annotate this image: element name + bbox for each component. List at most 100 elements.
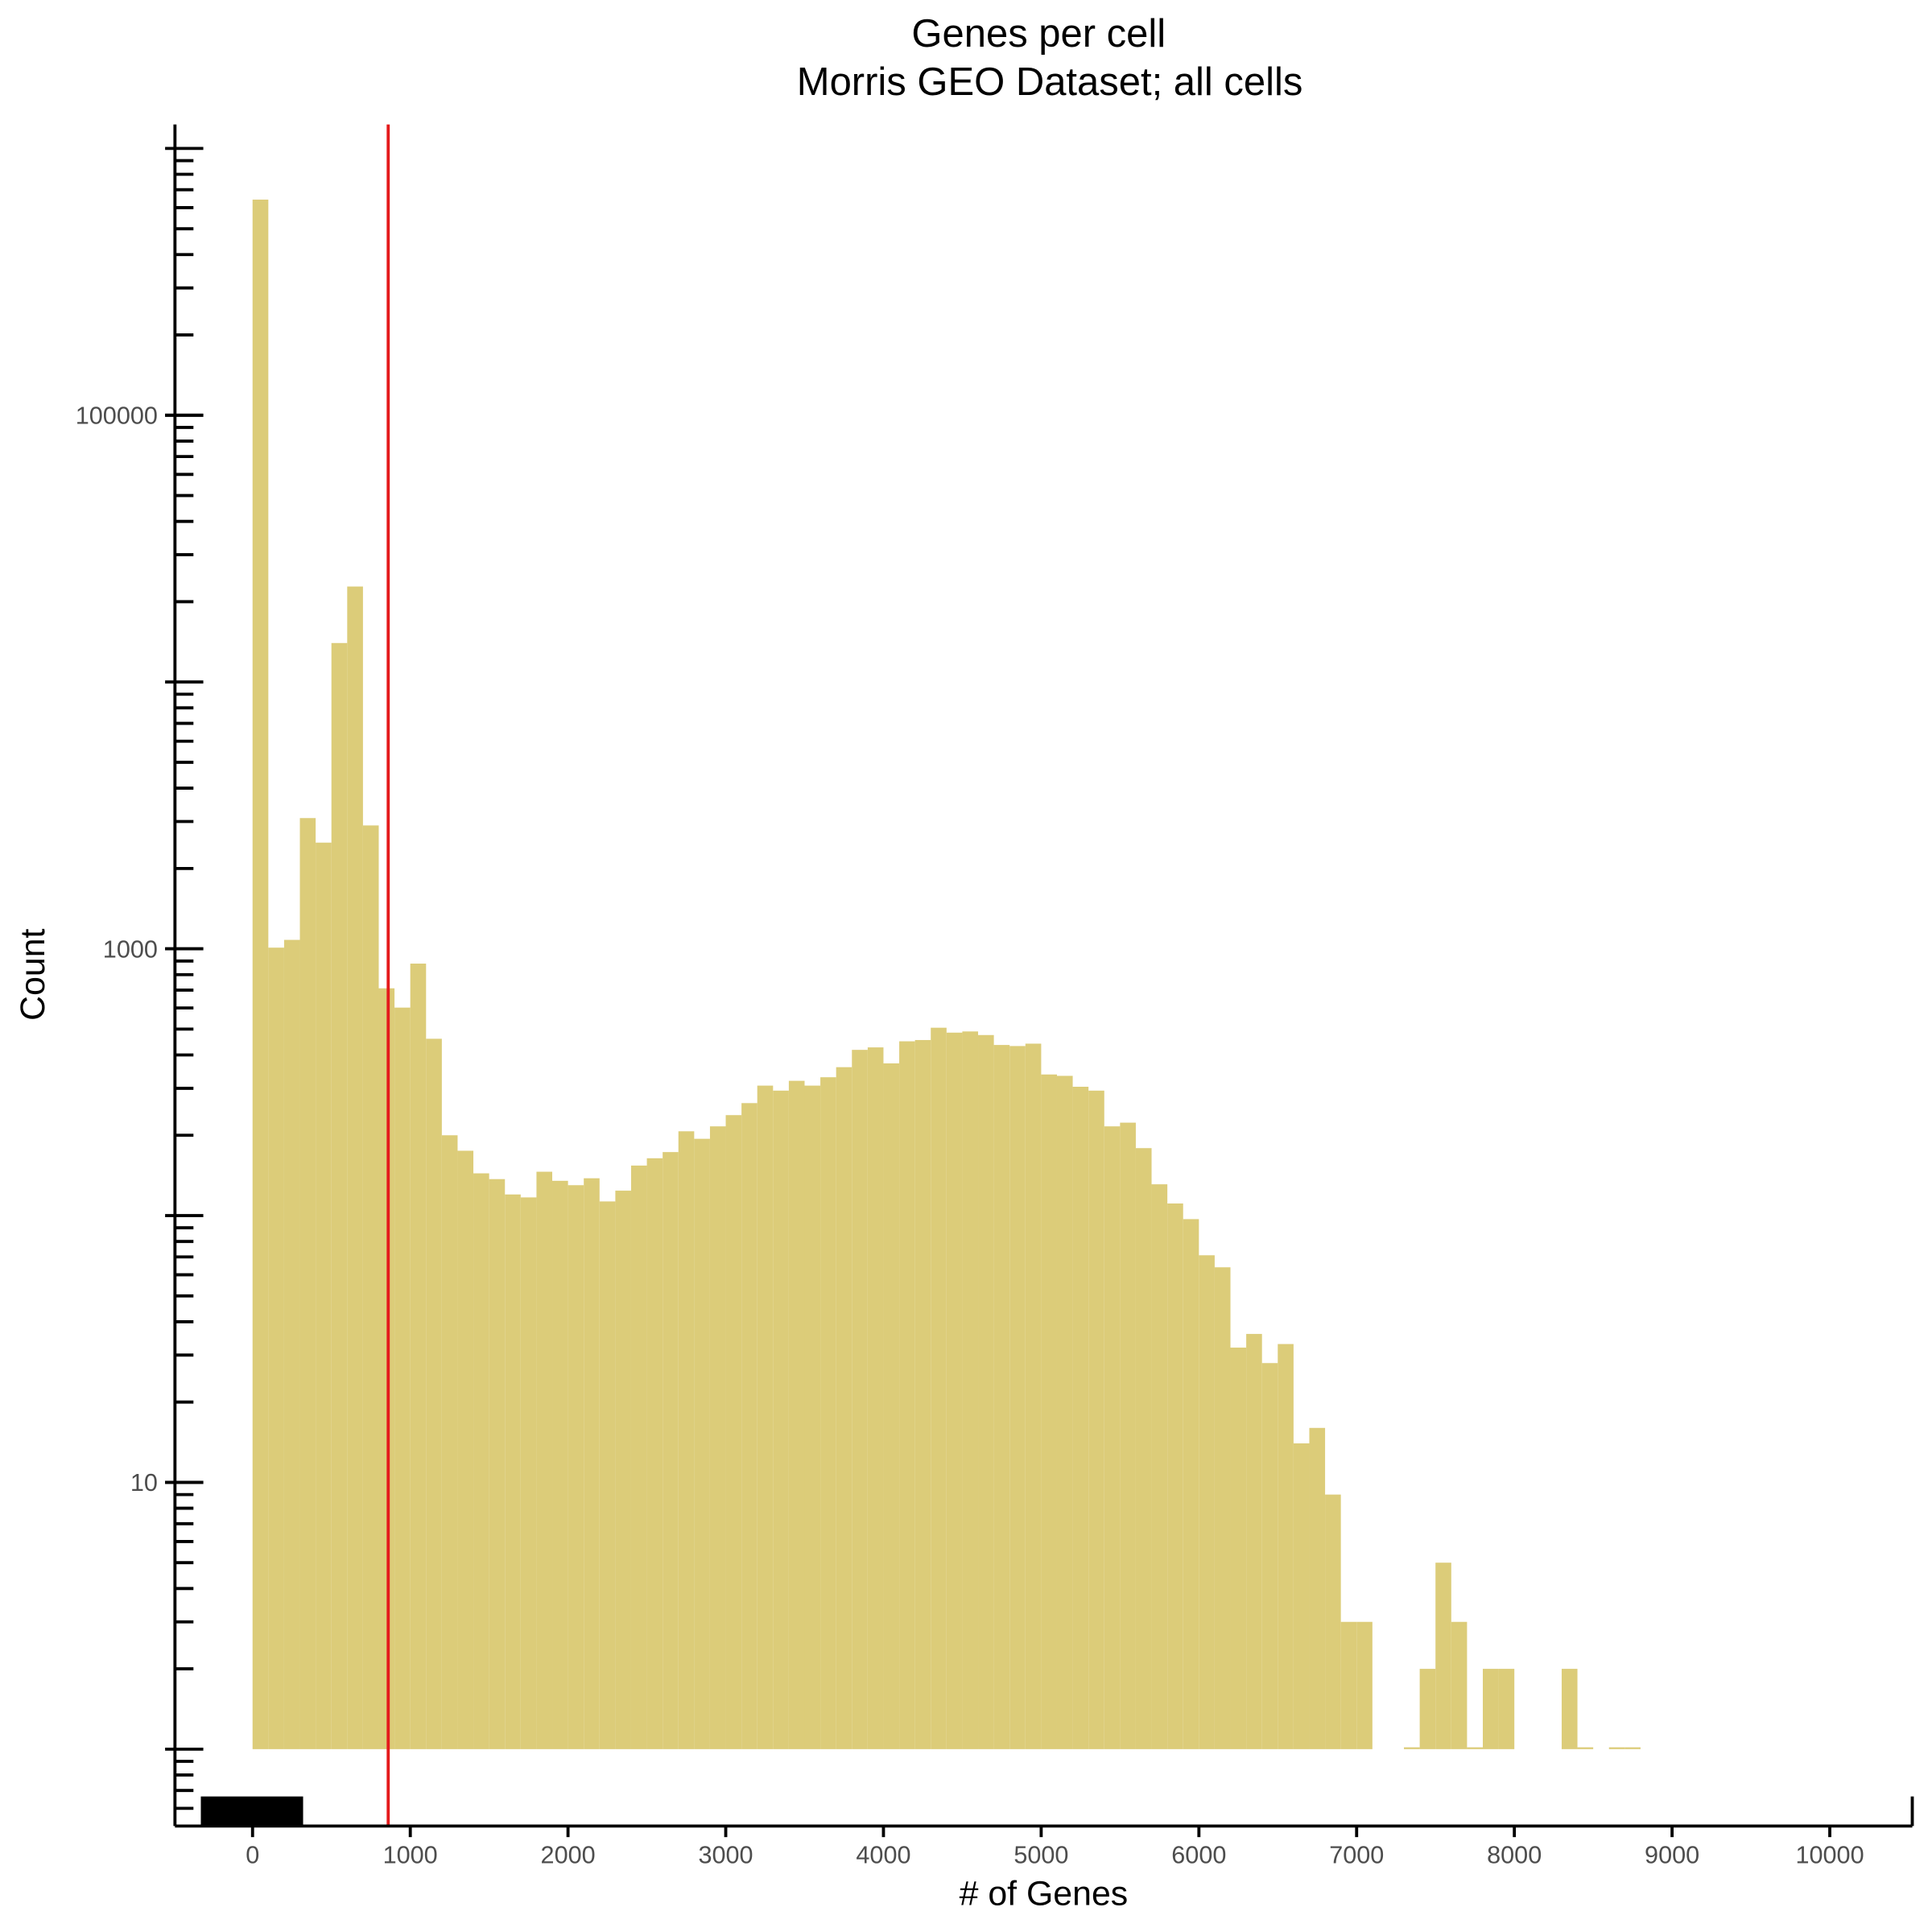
bar — [1025, 1043, 1042, 1749]
x-tick-label: 1000 — [383, 1841, 438, 1868]
bar — [946, 1032, 963, 1749]
bar — [1498, 1669, 1515, 1749]
bar — [1183, 1219, 1199, 1749]
bar — [1435, 1563, 1451, 1749]
bar — [1246, 1334, 1262, 1749]
bar — [978, 1034, 994, 1749]
bar — [741, 1103, 758, 1749]
bar — [347, 586, 363, 1749]
x-tick-label: 8000 — [1487, 1841, 1542, 1868]
bar — [725, 1115, 742, 1749]
bar — [473, 1173, 489, 1749]
bar — [1561, 1669, 1578, 1749]
bar — [441, 1135, 458, 1749]
bar — [1278, 1344, 1294, 1749]
bar — [899, 1041, 915, 1749]
bar — [1135, 1148, 1152, 1749]
bar — [993, 1045, 1010, 1749]
bar — [663, 1152, 679, 1749]
bar — [378, 988, 395, 1749]
bar — [1356, 1621, 1373, 1749]
bar — [1482, 1669, 1499, 1749]
bar — [1056, 1075, 1073, 1749]
bar — [520, 1197, 537, 1749]
bar — [773, 1090, 789, 1749]
bar — [709, 1126, 726, 1749]
bar — [867, 1047, 884, 1749]
bar — [584, 1178, 600, 1749]
bar — [1309, 1427, 1326, 1749]
bar — [536, 1171, 553, 1749]
bar — [1608, 1747, 1625, 1749]
bar — [804, 1085, 821, 1749]
bar — [457, 1150, 474, 1749]
bar — [962, 1031, 979, 1749]
y-tick-label: 100000 — [76, 402, 158, 430]
bar — [820, 1077, 836, 1749]
bar — [1009, 1046, 1026, 1749]
bar — [1104, 1126, 1121, 1749]
bar — [1199, 1255, 1215, 1749]
bar — [1577, 1747, 1594, 1749]
bar — [931, 1027, 947, 1749]
x-tick-label: 5000 — [1013, 1841, 1068, 1868]
x-tick-label: 2000 — [541, 1841, 596, 1868]
bar — [489, 1179, 506, 1749]
bar — [615, 1191, 631, 1749]
bar — [552, 1180, 568, 1749]
bar — [1041, 1074, 1057, 1749]
bar — [299, 818, 316, 1749]
bar — [316, 842, 332, 1749]
bar — [1467, 1747, 1483, 1749]
bar — [362, 825, 379, 1749]
bar — [1340, 1621, 1357, 1749]
rug-block — [200, 1796, 303, 1827]
bar — [1120, 1122, 1136, 1749]
x-tick-label: 10000 — [1795, 1841, 1864, 1868]
x-axis-label: # of Genes — [960, 1874, 1129, 1913]
bar — [283, 939, 300, 1749]
x-tick-label: 0 — [246, 1841, 259, 1868]
bar — [646, 1158, 663, 1749]
bar — [836, 1067, 852, 1749]
bar — [252, 199, 269, 1749]
bar — [1451, 1621, 1468, 1749]
bar — [1214, 1267, 1231, 1749]
bar — [1072, 1087, 1089, 1749]
bar — [1088, 1090, 1104, 1749]
bar — [268, 947, 284, 1749]
y-axis-label: Count — [14, 928, 52, 1020]
bar — [852, 1050, 868, 1749]
bar — [914, 1039, 931, 1749]
x-tick-label: 9000 — [1645, 1841, 1699, 1868]
bar — [883, 1063, 900, 1749]
bar — [1167, 1203, 1183, 1749]
chart-subtitle: Morris GEO Dataset; all cells — [797, 60, 1303, 104]
bar — [1325, 1494, 1341, 1749]
bar — [410, 964, 427, 1749]
bar — [331, 642, 348, 1749]
bar — [678, 1131, 695, 1749]
bar — [394, 1007, 411, 1749]
chart-title: Genes per cell — [911, 12, 1166, 56]
y-tick-label: 10 — [130, 1469, 158, 1496]
bar — [1404, 1747, 1420, 1749]
bar — [1293, 1443, 1310, 1749]
bar — [757, 1085, 774, 1749]
x-tick-label: 6000 — [1171, 1841, 1226, 1868]
bar — [630, 1165, 647, 1749]
bar — [1261, 1363, 1278, 1749]
x-tick-label: 3000 — [698, 1841, 753, 1868]
x-tick-label: 7000 — [1329, 1841, 1384, 1868]
bar — [568, 1185, 584, 1749]
bar — [1419, 1669, 1436, 1749]
bar — [1624, 1747, 1641, 1749]
bar — [426, 1038, 442, 1749]
bar — [599, 1201, 616, 1749]
bar — [1151, 1184, 1168, 1749]
bar — [1230, 1348, 1247, 1749]
x-tick-label: 4000 — [856, 1841, 910, 1868]
bar — [694, 1138, 710, 1749]
